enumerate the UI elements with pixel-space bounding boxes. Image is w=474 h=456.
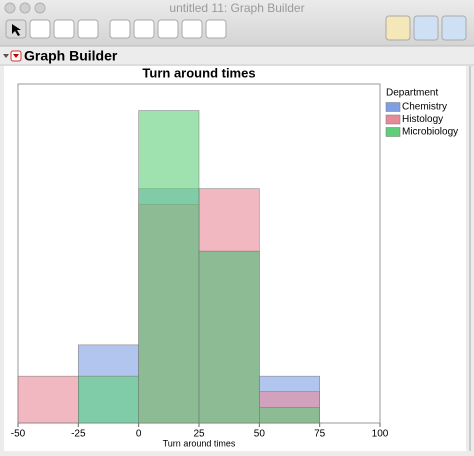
histogram-bar xyxy=(78,375,139,424)
annotate-tool[interactable] xyxy=(205,19,227,39)
legend-label: Microbiology xyxy=(402,127,458,138)
columns-icon[interactable] xyxy=(441,15,467,41)
arrow-glyph xyxy=(12,24,21,36)
x-tick-label: -25 xyxy=(71,429,86,440)
histogram-bar xyxy=(17,375,79,424)
toolbar xyxy=(5,15,467,41)
x-tick-label: 100 xyxy=(372,429,389,440)
zoom-button[interactable] xyxy=(34,2,46,14)
brush-tool[interactable] xyxy=(133,19,155,39)
help-tool[interactable] xyxy=(29,19,51,39)
disclosure-triangle[interactable] xyxy=(3,54,9,58)
x-tick-label: 0 xyxy=(136,429,142,440)
histogram-bar xyxy=(138,110,200,424)
legend-swatch xyxy=(385,114,401,125)
crosshair-tool[interactable] xyxy=(77,19,99,39)
selection-tool[interactable] xyxy=(53,19,75,39)
close-button[interactable] xyxy=(4,2,16,14)
minimize-button[interactable] xyxy=(19,2,31,14)
x-tick-label: -50 xyxy=(11,429,26,440)
legend-label: Chemistry xyxy=(402,102,447,113)
x-tick-label: 75 xyxy=(314,429,326,440)
legend-swatch xyxy=(385,102,401,112)
magnifier-tool[interactable] xyxy=(181,19,203,39)
lasso-tool[interactable] xyxy=(157,19,179,39)
x-tick-label: 50 xyxy=(254,429,266,440)
histogram-bar xyxy=(198,250,260,424)
legend-title: Department xyxy=(386,88,438,99)
x-tick-label: 25 xyxy=(193,429,205,440)
table-icon[interactable] xyxy=(413,15,439,41)
window-title: untitled 11: Graph Builder xyxy=(169,1,304,15)
data-table-icon[interactable] xyxy=(385,15,411,41)
legend-swatch xyxy=(385,127,401,137)
panel-title: Graph Builder xyxy=(24,48,118,64)
x-axis-label: Turn around times xyxy=(163,438,236,448)
chart-title: Turn around times xyxy=(142,65,255,80)
histogram-bar xyxy=(259,407,320,424)
grabber-tool[interactable] xyxy=(109,19,131,39)
red-triangle xyxy=(13,54,19,58)
legend-label: Histology xyxy=(402,114,443,125)
